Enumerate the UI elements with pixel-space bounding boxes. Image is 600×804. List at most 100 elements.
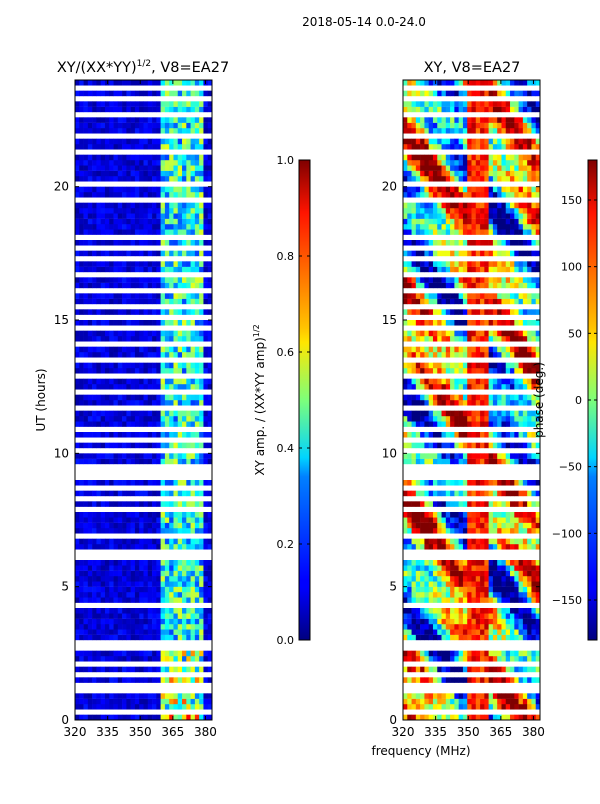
heatmap-cell — [75, 299, 80, 305]
heatmap-cell — [203, 667, 208, 673]
heatmap-cell — [480, 283, 485, 289]
heatmap-cell — [501, 597, 506, 603]
heatmap-cell — [493, 208, 498, 214]
heatmap-cell — [109, 352, 114, 358]
heatmap-cell — [519, 624, 524, 630]
heatmap-cell — [156, 213, 161, 219]
heatmap-cell — [459, 539, 464, 545]
heatmap-cell — [480, 421, 485, 427]
heatmap-cell — [459, 160, 464, 166]
heatmap-cell — [114, 432, 119, 438]
heatmap-cell — [484, 299, 489, 305]
heatmap-cell — [135, 629, 140, 635]
heatmap-cell — [531, 208, 536, 214]
heatmap-cell — [531, 667, 536, 673]
heatmap-cell — [114, 592, 119, 598]
heatmap-cell — [484, 581, 489, 587]
heatmap-cell — [178, 187, 183, 193]
heatmap-cell — [424, 229, 429, 235]
heatmap-cell — [510, 544, 515, 550]
heatmap-cell — [442, 261, 447, 267]
heatmap-cell — [446, 347, 451, 353]
heatmap-cell — [510, 368, 515, 374]
heatmap-cell — [165, 480, 170, 486]
heatmap-cell — [131, 80, 136, 86]
heatmap-cell — [519, 667, 524, 673]
heatmap-cell — [412, 624, 417, 630]
heatmap-cell — [506, 667, 511, 673]
heatmap-cell — [531, 544, 536, 550]
heatmap-cell — [131, 544, 136, 550]
heatmap-cell — [161, 176, 166, 182]
heatmap-cell — [84, 501, 89, 507]
heatmap-cell — [493, 192, 498, 198]
heatmap-cell — [165, 587, 170, 593]
heatmap-cell — [480, 411, 485, 417]
heatmap-cell — [96, 213, 101, 219]
heatmap-cell — [527, 501, 532, 507]
heatmap-cell — [75, 629, 80, 635]
heatmap-cell — [144, 453, 149, 459]
heatmap-cell — [156, 512, 161, 518]
heatmap-cell — [519, 208, 524, 214]
heatmap-cell — [476, 491, 481, 497]
heatmap-cell — [467, 283, 472, 289]
heatmap-cell — [122, 139, 127, 145]
heatmap-cell — [476, 592, 481, 598]
heatmap-cell — [165, 619, 170, 625]
heatmap-cell — [101, 251, 106, 257]
heatmap-cell — [199, 576, 204, 582]
heatmap-cell — [186, 629, 191, 635]
heatmap-cell — [446, 299, 451, 305]
heatmap-cell — [156, 693, 161, 699]
heatmap-cell — [412, 699, 417, 705]
heatmap-cell — [178, 453, 183, 459]
heatmap-cell — [101, 635, 106, 641]
heatmap-cell — [493, 667, 498, 673]
heatmap-cell — [88, 165, 93, 171]
heatmap-cell — [156, 107, 161, 113]
heatmap-cell — [152, 635, 157, 641]
heatmap-cell — [84, 213, 89, 219]
heatmap-cell — [407, 293, 412, 299]
heatmap-cell — [450, 165, 455, 171]
heatmap-cell — [144, 715, 149, 721]
heatmap-cell — [514, 432, 519, 438]
heatmap-cell — [118, 101, 123, 107]
heatmap-cell — [118, 715, 123, 721]
heatmap-cell — [407, 128, 412, 134]
heatmap-cell — [156, 219, 161, 225]
heatmap-cell — [199, 560, 204, 566]
heatmap-cell — [186, 267, 191, 273]
heatmap-cell — [519, 347, 524, 353]
heatmap-cell — [472, 528, 477, 534]
heatmap-cell — [484, 363, 489, 369]
heatmap-cell — [118, 80, 123, 86]
heatmap-cell — [523, 363, 528, 369]
heatmap-cell — [472, 192, 477, 198]
heatmap-cell — [501, 352, 506, 358]
heatmap-cell — [88, 203, 93, 209]
heatmap-cell — [126, 101, 131, 107]
heatmap-cell — [467, 144, 472, 150]
heatmap-cell — [191, 635, 196, 641]
heatmap-cell — [156, 203, 161, 209]
heatmap-cell — [84, 336, 89, 342]
heatmap-cell — [148, 117, 153, 123]
heatmap-cell — [161, 139, 166, 145]
heatmap-cell — [195, 192, 200, 198]
heatmap-cell — [178, 208, 183, 214]
heatmap-cell — [173, 523, 178, 529]
heatmap-cell — [514, 480, 519, 486]
heatmap-cell — [480, 261, 485, 267]
heatmap-cell — [96, 251, 101, 257]
heatmap-cell — [79, 656, 84, 662]
heatmap-cell — [459, 656, 464, 662]
heatmap-cell — [454, 379, 459, 385]
heatmap-cell — [122, 267, 127, 273]
heatmap-cell — [459, 421, 464, 427]
heatmap-cell — [442, 213, 447, 219]
phase-title: XY, V8=EA27 — [424, 60, 521, 76]
heatmap-cell — [173, 651, 178, 657]
heatmap-cell — [403, 384, 408, 390]
